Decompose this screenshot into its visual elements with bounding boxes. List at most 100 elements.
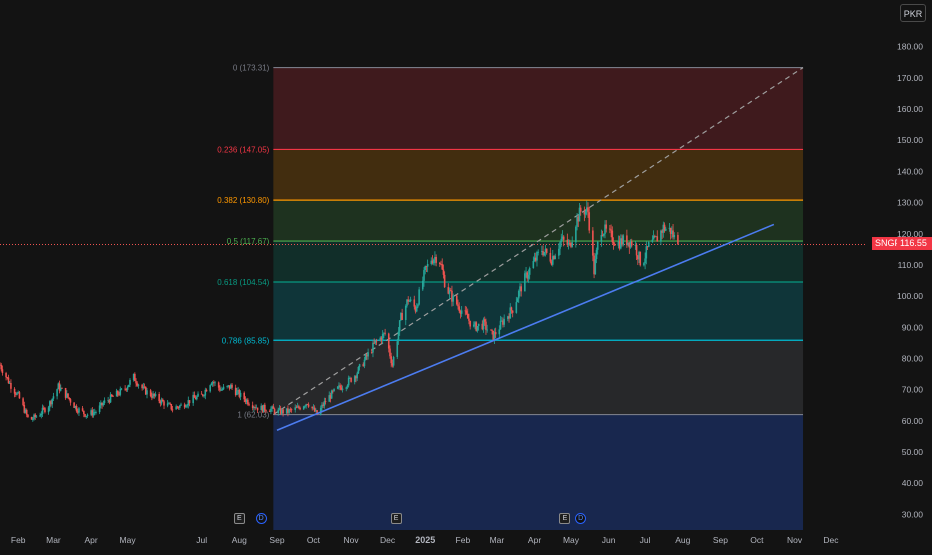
candle bbox=[125, 388, 128, 392]
candle bbox=[618, 235, 621, 251]
candle bbox=[33, 413, 35, 421]
candle bbox=[179, 404, 181, 410]
candle bbox=[363, 356, 366, 369]
candle bbox=[500, 316, 503, 322]
candle bbox=[166, 400, 169, 408]
candle bbox=[265, 409, 267, 413]
candle bbox=[672, 224, 674, 240]
candle bbox=[177, 406, 180, 410]
candle bbox=[630, 238, 633, 248]
candle bbox=[575, 225, 577, 248]
candle bbox=[392, 355, 395, 368]
candle bbox=[391, 359, 394, 368]
candle bbox=[381, 330, 384, 345]
candle bbox=[536, 250, 538, 267]
x-tick-label: Dec bbox=[380, 535, 396, 545]
candle bbox=[370, 348, 373, 354]
candle bbox=[90, 408, 92, 417]
candle bbox=[219, 385, 221, 393]
fib-label-0.786: 0.786 (85.85) bbox=[222, 336, 270, 345]
candle bbox=[115, 388, 118, 397]
candle bbox=[42, 405, 45, 411]
candle bbox=[570, 242, 572, 249]
currency-button[interactable]: PKR bbox=[900, 4, 926, 22]
candle bbox=[406, 299, 408, 308]
candle bbox=[268, 409, 271, 412]
candle bbox=[663, 222, 666, 233]
candle bbox=[671, 226, 673, 239]
candle bbox=[459, 309, 462, 319]
y-tick-label: 70.00 bbox=[902, 385, 924, 395]
candle bbox=[119, 386, 122, 397]
candle bbox=[234, 384, 237, 397]
candle bbox=[86, 413, 89, 418]
candle bbox=[485, 318, 487, 335]
candle bbox=[560, 233, 563, 247]
fib-trend-diagonal[interactable] bbox=[273, 67, 804, 416]
candle bbox=[93, 408, 96, 416]
candle bbox=[100, 400, 102, 409]
fib-zone-0.236 bbox=[273, 149, 804, 201]
candle bbox=[196, 395, 198, 401]
earnings-marker[interactable]: E bbox=[390, 513, 402, 524]
candle bbox=[601, 230, 604, 237]
candle bbox=[349, 376, 351, 380]
x-tick-label: Aug bbox=[675, 535, 690, 545]
candle bbox=[210, 382, 213, 386]
candle bbox=[483, 316, 486, 326]
x-tick-label: May bbox=[120, 535, 137, 545]
candle bbox=[144, 386, 147, 395]
candle bbox=[192, 391, 194, 406]
candle bbox=[92, 409, 95, 418]
candle bbox=[584, 210, 587, 218]
candle bbox=[14, 391, 17, 397]
candle bbox=[602, 233, 605, 238]
candle bbox=[434, 251, 436, 266]
candle bbox=[57, 382, 60, 390]
candle bbox=[423, 267, 425, 287]
candle bbox=[373, 338, 375, 345]
candle bbox=[567, 239, 570, 250]
candle bbox=[187, 396, 190, 409]
candle bbox=[17, 390, 20, 394]
y-tick-label: 30.00 bbox=[902, 509, 924, 519]
candle bbox=[295, 405, 298, 409]
candle bbox=[400, 312, 402, 321]
fib-label-0.236: 0.236 (147.05) bbox=[217, 145, 269, 154]
candle bbox=[183, 402, 186, 410]
candle bbox=[364, 353, 367, 361]
candle bbox=[594, 253, 597, 275]
candle bbox=[549, 247, 552, 264]
candle bbox=[677, 232, 679, 245]
candle bbox=[134, 372, 136, 382]
candle bbox=[227, 385, 230, 388]
fib-label-0.618: 0.618 (104.54) bbox=[217, 278, 269, 287]
candle bbox=[136, 381, 139, 387]
fib-label-0.5: 0.5 (117.67) bbox=[227, 237, 270, 246]
candle bbox=[398, 320, 401, 336]
candle bbox=[197, 391, 199, 398]
candle bbox=[367, 348, 369, 360]
earnings-marker[interactable]: E bbox=[559, 513, 571, 524]
candle bbox=[239, 390, 242, 401]
earnings-marker[interactable]: E bbox=[233, 513, 245, 524]
candle bbox=[492, 330, 495, 342]
candle bbox=[149, 388, 152, 398]
dividend-marker[interactable]: D bbox=[575, 513, 587, 524]
dividend-marker[interactable]: D bbox=[255, 513, 267, 524]
candle bbox=[468, 313, 470, 325]
candle bbox=[507, 315, 509, 322]
trend-line[interactable] bbox=[276, 223, 775, 431]
candle bbox=[18, 390, 21, 399]
candle bbox=[52, 392, 55, 401]
candle bbox=[109, 392, 112, 403]
candle bbox=[568, 239, 571, 247]
candle bbox=[146, 388, 148, 399]
candle bbox=[626, 229, 628, 248]
candle bbox=[340, 384, 343, 391]
candle bbox=[281, 408, 283, 416]
candle bbox=[32, 416, 34, 422]
candle bbox=[194, 395, 197, 400]
